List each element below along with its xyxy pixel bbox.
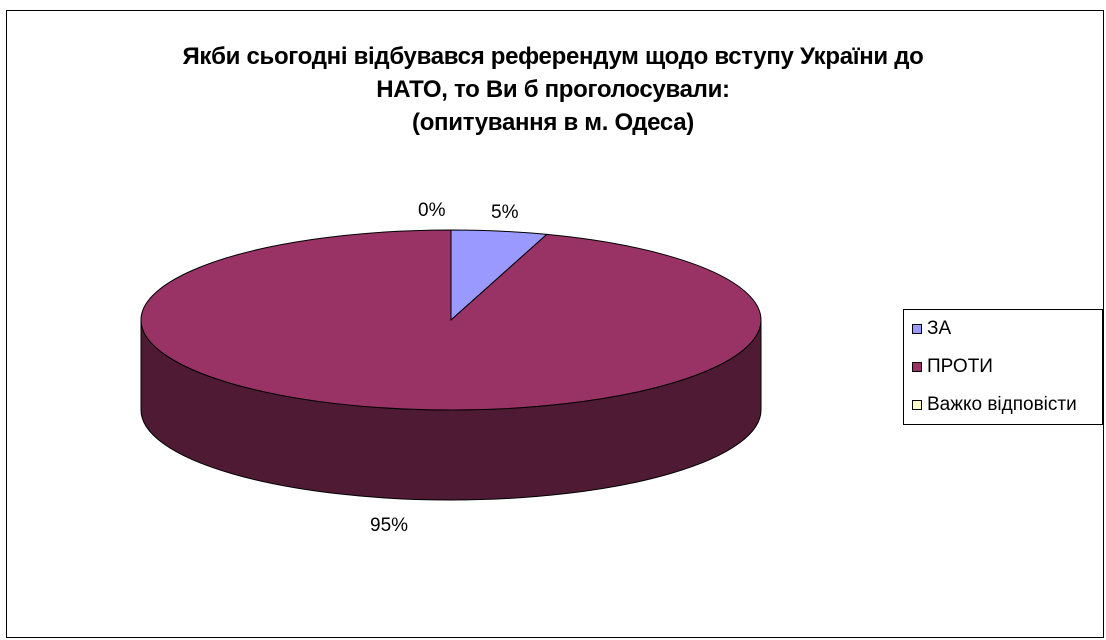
- legend-label-za: ЗА: [927, 318, 952, 339]
- legend-item-proty: ПРОТИ: [912, 354, 993, 380]
- legend-label-proty: ПРОТИ: [927, 356, 993, 377]
- legend: ЗА ПРОТИ Важко відповісти: [903, 309, 1103, 425]
- chart-title-line-2: НАТО, то Ви б проголосували:: [376, 76, 730, 103]
- legend-item-vazhko: Важко відповісти: [912, 392, 1077, 418]
- data-label-proty: 95%: [370, 515, 408, 536]
- chart-title-line-1: Якби сьогодні відбувався референдум щодо…: [182, 43, 924, 70]
- data-label-za: 5%: [491, 202, 519, 223]
- pie-slice-proty: [140, 229, 762, 411]
- chart-title-line-3: (опитування в м. Одеса): [412, 109, 694, 136]
- data-label-vazhko: 0%: [418, 200, 446, 221]
- legend-item-za: ЗА: [912, 316, 951, 342]
- chart-title: Якби сьогодні відбувався референдум щодо…: [0, 40, 1106, 139]
- legend-swatch-proty: [912, 362, 922, 372]
- legend-swatch-za: [912, 324, 922, 334]
- legend-swatch-vazhko: [912, 400, 922, 410]
- legend-label-vazhko: Важко відповісти: [927, 394, 1077, 415]
